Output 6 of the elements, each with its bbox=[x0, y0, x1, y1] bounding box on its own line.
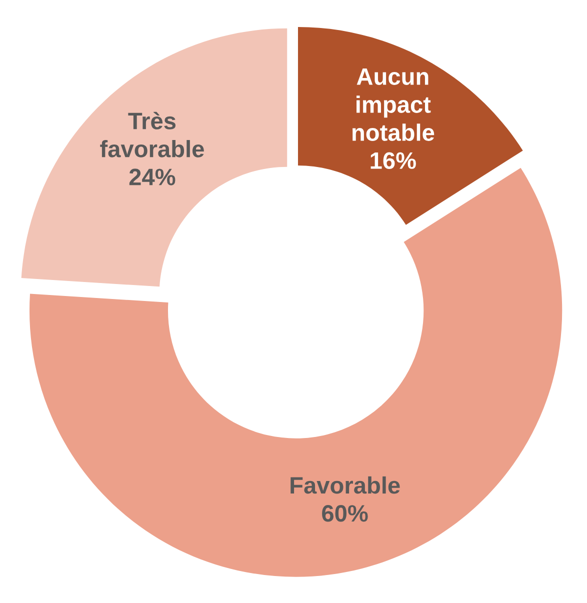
slice-label: Très favorable bbox=[100, 112, 204, 158]
data-label: 16% bbox=[370, 152, 416, 169]
slice-label: Favorable bbox=[290, 476, 400, 494]
slice-label: Aucun impact notable bbox=[352, 68, 434, 141]
data-label: 60% bbox=[322, 505, 368, 522]
data-label: 24% bbox=[129, 168, 176, 186]
